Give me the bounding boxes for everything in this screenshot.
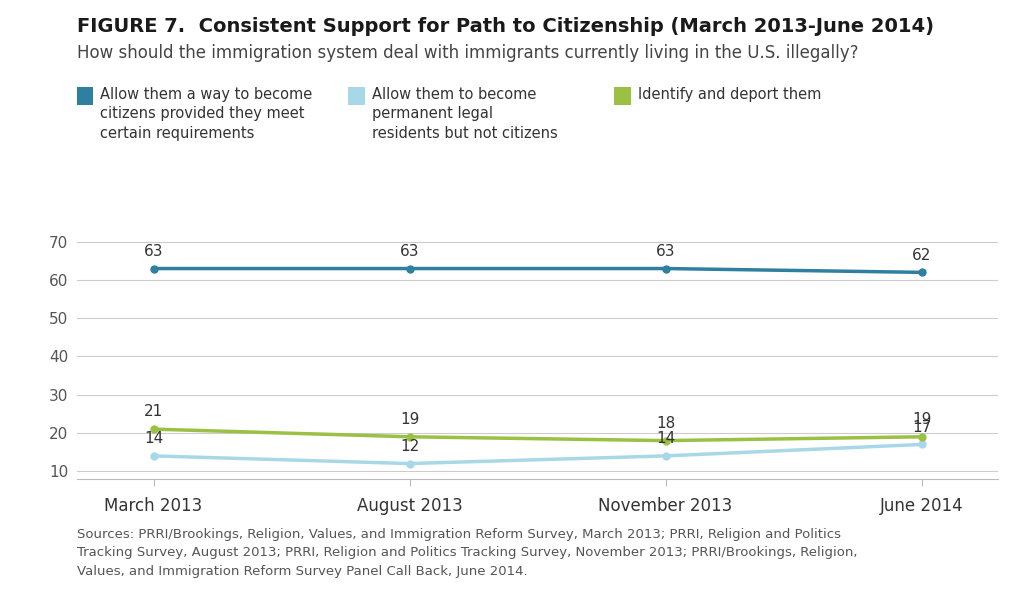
Text: Sources: PRRI/Brookings, Religion, Values, and Immigration Reform Survey, March : Sources: PRRI/Brookings, Religion, Value…: [77, 528, 857, 578]
Text: 63: 63: [399, 244, 420, 259]
Text: FIGURE 7.  Consistent Support for Path to Citizenship (March 2013-June 2014): FIGURE 7. Consistent Support for Path to…: [77, 17, 934, 36]
Text: 14: 14: [144, 431, 163, 446]
Text: 14: 14: [656, 431, 675, 446]
Text: 21: 21: [144, 404, 163, 420]
Text: 12: 12: [400, 439, 419, 454]
Text: 17: 17: [912, 420, 931, 435]
Text: 62: 62: [912, 248, 931, 263]
Text: Allow them to become
permanent legal
residents but not citizens: Allow them to become permanent legal res…: [372, 87, 557, 142]
Text: Allow them a way to become
citizens provided they meet
certain requirements: Allow them a way to become citizens prov…: [100, 87, 312, 142]
Text: 19: 19: [400, 412, 419, 427]
Text: 19: 19: [912, 412, 931, 427]
Text: 63: 63: [655, 244, 676, 259]
Text: Identify and deport them: Identify and deport them: [638, 87, 821, 102]
Text: 63: 63: [143, 244, 164, 259]
Text: 18: 18: [656, 416, 675, 431]
Text: How should the immigration system deal with immigrants currently living in the U: How should the immigration system deal w…: [77, 44, 858, 62]
